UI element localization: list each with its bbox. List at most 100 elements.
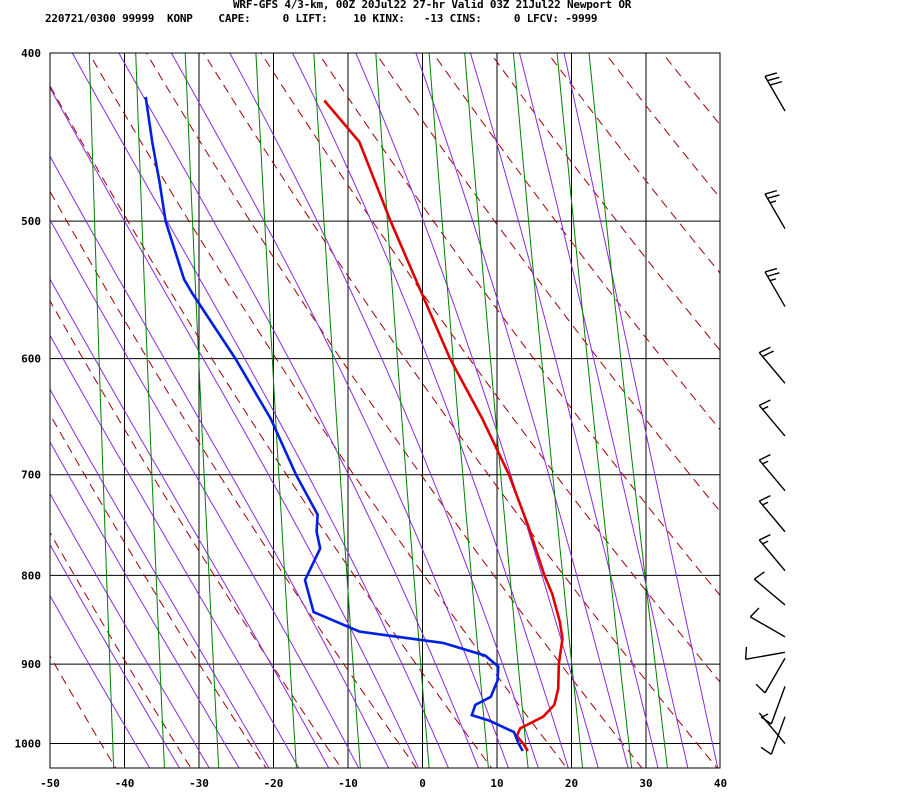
dry-adiabat	[145, 53, 643, 768]
wind-barb-feather	[764, 267, 778, 273]
dry-adiabat	[432, 53, 720, 431]
wind-barb-staff	[758, 539, 786, 572]
wind-barb-feather	[760, 746, 772, 755]
wind-barb-feather	[764, 189, 778, 195]
mixing-ratio-line	[512, 53, 584, 768]
wind-barb-staff	[770, 686, 786, 725]
wind-barb-staff	[764, 657, 786, 694]
dry-adiabat	[317, 53, 720, 597]
mixing-ratio-line	[375, 53, 430, 768]
temperature-profile	[323, 99, 564, 752]
dry-adiabat	[489, 53, 720, 352]
wind-barb	[749, 607, 786, 638]
x-tick-label: 0	[419, 777, 426, 790]
sounding-stats: 220721/0300 99999 KONP CAPE: 0 LIFT: 10 …	[45, 12, 598, 25]
dry-adiabat	[719, 53, 720, 55]
wind-barb	[755, 657, 786, 694]
wind-barb	[744, 646, 786, 660]
x-tick-label: -30	[189, 777, 209, 790]
moist-adiabat	[291, 53, 569, 768]
x-tick-label: 40	[714, 777, 727, 790]
y-tick-label: 500	[21, 215, 41, 228]
y-tick-label: 600	[21, 353, 41, 366]
wind-barb-staff	[758, 404, 786, 437]
dry-adiabat	[50, 413, 267, 768]
wind-barb	[758, 495, 786, 533]
moist-adiabat	[229, 53, 539, 768]
wind-barb-feather	[758, 399, 771, 407]
moist-adiabat	[50, 277, 330, 768]
plot-frame	[49, 52, 721, 769]
wind-barb-feather	[749, 607, 760, 618]
wind-barb-half-feather	[769, 200, 777, 204]
wind-barb-staff	[758, 712, 786, 744]
wind-barb-feather	[758, 346, 771, 354]
x-tick-label: -20	[264, 777, 284, 790]
wind-barb-staff	[745, 651, 786, 660]
wind-barb	[753, 571, 786, 606]
wind-barb-feather	[755, 683, 766, 694]
dry-adiabat	[818, 34, 900, 773]
wind-barb-feather	[744, 646, 748, 660]
moist-adiabat	[50, 594, 151, 768]
wind-barb-half-feather	[762, 405, 769, 410]
dry-adiabat	[661, 53, 720, 126]
wind-barb	[764, 72, 786, 112]
mixing-ratio-line	[255, 53, 297, 768]
wind-barb-feather	[758, 495, 771, 502]
wind-barb-half-feather	[769, 278, 777, 282]
x-tick-label: 30	[639, 777, 652, 790]
wind-barb-feather	[762, 350, 774, 358]
wind-barb-feather	[758, 454, 771, 461]
wind-barb-feather	[764, 72, 778, 78]
moist-adiabat	[118, 53, 479, 768]
wind-barb-half-feather	[762, 460, 769, 465]
y-tick-label: 900	[21, 658, 41, 671]
moist-adiabat	[563, 53, 719, 768]
x-tick-label: -10	[338, 777, 358, 790]
x-tick-label: -40	[115, 777, 135, 790]
moist-adiabat	[50, 543, 180, 768]
wind-barb-staff	[764, 76, 786, 112]
moist-adiabat	[50, 334, 300, 768]
y-tick-label: 400	[21, 47, 41, 60]
wind-barb-feather	[767, 272, 780, 277]
wind-barb-staff	[758, 459, 786, 492]
moist-adiabat	[50, 388, 270, 768]
mixing-ratio-line	[313, 53, 361, 768]
chart-title: WRF-GFS 4/3-km, 00Z 20Jul22 27-hr Valid …	[233, 0, 632, 11]
mixing-ratio-line	[88, 53, 115, 768]
dry-adiabat	[203, 53, 718, 768]
dry-adiabat	[50, 84, 493, 768]
wind-barb-half-feather	[762, 713, 769, 718]
dry-adiabat	[547, 53, 720, 274]
wind-barb-staff	[764, 271, 786, 307]
y-tick-label: 1000	[15, 738, 42, 751]
y-tick-label: 700	[21, 469, 41, 482]
x-tick-label: -50	[40, 777, 60, 790]
moist-adiabat	[50, 218, 360, 768]
y-tick-label: 800	[21, 569, 41, 582]
dry-adiabat	[260, 53, 720, 683]
wind-barb-feather	[767, 76, 780, 82]
dry-adiabat	[375, 53, 720, 513]
wind-barb-staff	[758, 352, 786, 384]
x-tick-label: 10	[490, 777, 503, 790]
wind-barb-half-feather	[762, 501, 769, 506]
dewpoint-profile	[144, 96, 524, 752]
mixing-ratio-line	[428, 53, 489, 768]
wind-barb-half-feather	[762, 540, 769, 545]
dry-adiabat	[875, 34, 900, 773]
wind-barb	[760, 716, 786, 755]
x-tick-label: 20	[565, 777, 578, 790]
wind-barb	[758, 712, 786, 744]
mixing-ratio-line	[464, 53, 529, 768]
dry-adiabat	[50, 655, 117, 768]
dry-adiabat	[604, 53, 720, 199]
wind-barb-staff	[750, 616, 786, 638]
mixing-ratio-line	[588, 53, 668, 768]
wind-barb	[758, 454, 786, 492]
moist-adiabat	[50, 86, 420, 768]
plot-area	[50, 34, 900, 773]
